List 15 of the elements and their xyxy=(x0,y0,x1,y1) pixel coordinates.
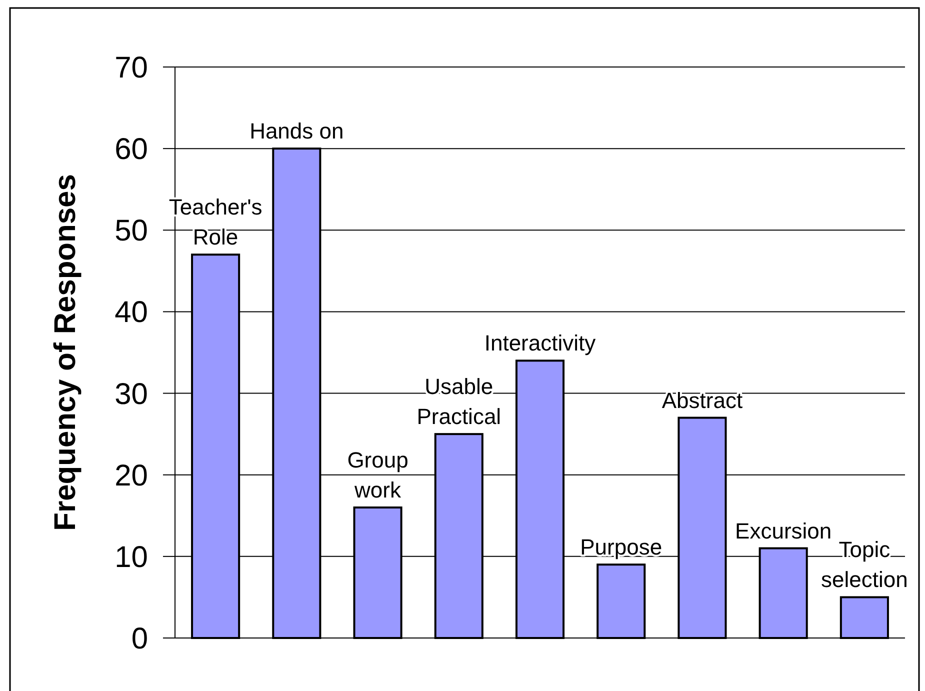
y-tick-label: 50 xyxy=(114,214,148,248)
x-tick-label: Abstract xyxy=(662,388,743,413)
x-tick-label: Hands on xyxy=(250,118,344,144)
y-tick-label: 70 xyxy=(114,52,148,84)
x-tick-label: Usable Practical xyxy=(416,374,502,430)
y-axis-title: Frequency of Responses xyxy=(49,174,82,531)
y-tick-label: 10 xyxy=(114,540,148,574)
y-tick-label: 0 xyxy=(131,622,148,656)
y-tick-label: 40 xyxy=(114,296,148,330)
x-tick-label: Purpose xyxy=(580,534,662,560)
y-tick-label: 30 xyxy=(114,378,148,411)
x-tick-label: Group work xyxy=(347,447,408,502)
y-tick-label: 60 xyxy=(114,133,148,166)
x-tick-label: Interactivity xyxy=(484,330,596,356)
y-tick-label: 20 xyxy=(114,459,148,492)
